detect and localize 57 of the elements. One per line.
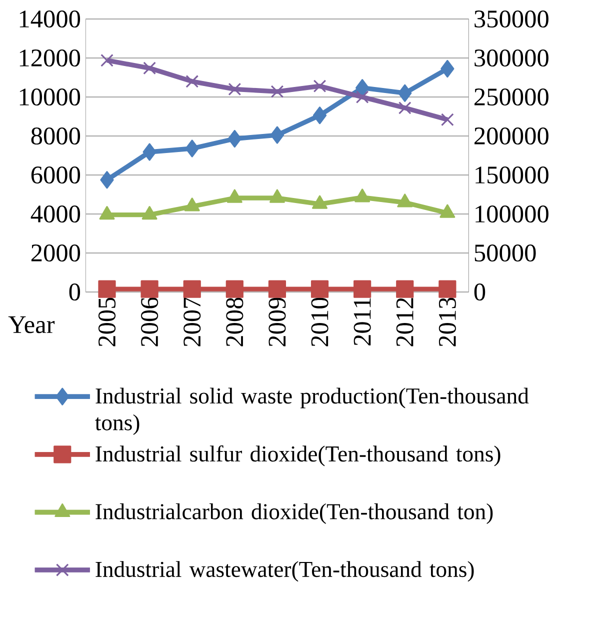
- point: [354, 280, 372, 298]
- y-tick-label: 14000: [20, 10, 80, 28]
- point: [356, 79, 370, 97]
- y-tick-label: 2000: [31, 244, 80, 262]
- point: [183, 280, 201, 298]
- point: [270, 85, 284, 98]
- legend-label: Industrial sulfur dioxide(Ten-thousand tons): [96, 445, 500, 466]
- point: [100, 171, 114, 189]
- y2-tick-label: 150000: [476, 166, 548, 184]
- y-tick-label: 8000: [31, 127, 80, 145]
- y2-tick-label: 250000: [474, 88, 548, 106]
- point: [142, 143, 156, 161]
- point: [185, 140, 199, 158]
- x-tick-label: 2011: [354, 298, 371, 346]
- point: [310, 280, 329, 298]
- point: [143, 62, 156, 75]
- point: [440, 60, 454, 78]
- y2-tick-label: 0: [474, 283, 486, 301]
- point: [398, 84, 412, 102]
- y2-tick-label: 50000: [474, 244, 536, 262]
- y-tick-label: 10000: [20, 88, 80, 106]
- point: [100, 54, 114, 67]
- point: [98, 280, 116, 298]
- point: [268, 280, 286, 298]
- y-tick-label: 0: [69, 283, 80, 301]
- x-tick-label: 2013: [438, 298, 456, 346]
- x-axis-title: Year: [8, 316, 55, 334]
- point: [398, 101, 412, 114]
- point: [228, 130, 242, 148]
- x-tick-label: 2009: [268, 298, 286, 346]
- y-tick-label: 12000: [20, 49, 80, 67]
- legend-label: Industrial wastewater(Ten-thousand tons): [96, 561, 474, 582]
- y-tick-label: 6000: [31, 166, 80, 184]
- point: [313, 80, 326, 93]
- legend-label: Industrial solid waste production(Ten-thousand tons): [95, 388, 529, 435]
- y2-tick-label: 300000: [474, 49, 548, 67]
- point: [140, 280, 158, 298]
- point: [356, 90, 369, 104]
- y2-tick-label: 100000: [476, 205, 548, 223]
- point: [270, 126, 284, 144]
- y-tick-label: 4000: [30, 205, 80, 223]
- x-tick-label: 2007: [184, 297, 201, 346]
- point: [396, 280, 414, 298]
- point: [186, 74, 199, 88]
- x-tick-label: 2005: [98, 298, 116, 346]
- x-tick-label: 2008: [226, 298, 244, 346]
- point: [438, 280, 456, 298]
- y2-tick-label: 200000: [474, 127, 548, 145]
- point: [440, 113, 454, 126]
- x-tick-label: 2012: [396, 298, 414, 346]
- point: [226, 280, 244, 298]
- point: [312, 106, 327, 124]
- legend-label: Industrialcarbon dioxide(Ten-thousand ton): [96, 503, 493, 524]
- point: [228, 82, 242, 96]
- x-tick-label: 2010: [311, 298, 328, 346]
- x-tick-label: 2006: [141, 297, 158, 346]
- y2-tick-label: 350000: [474, 10, 548, 28]
